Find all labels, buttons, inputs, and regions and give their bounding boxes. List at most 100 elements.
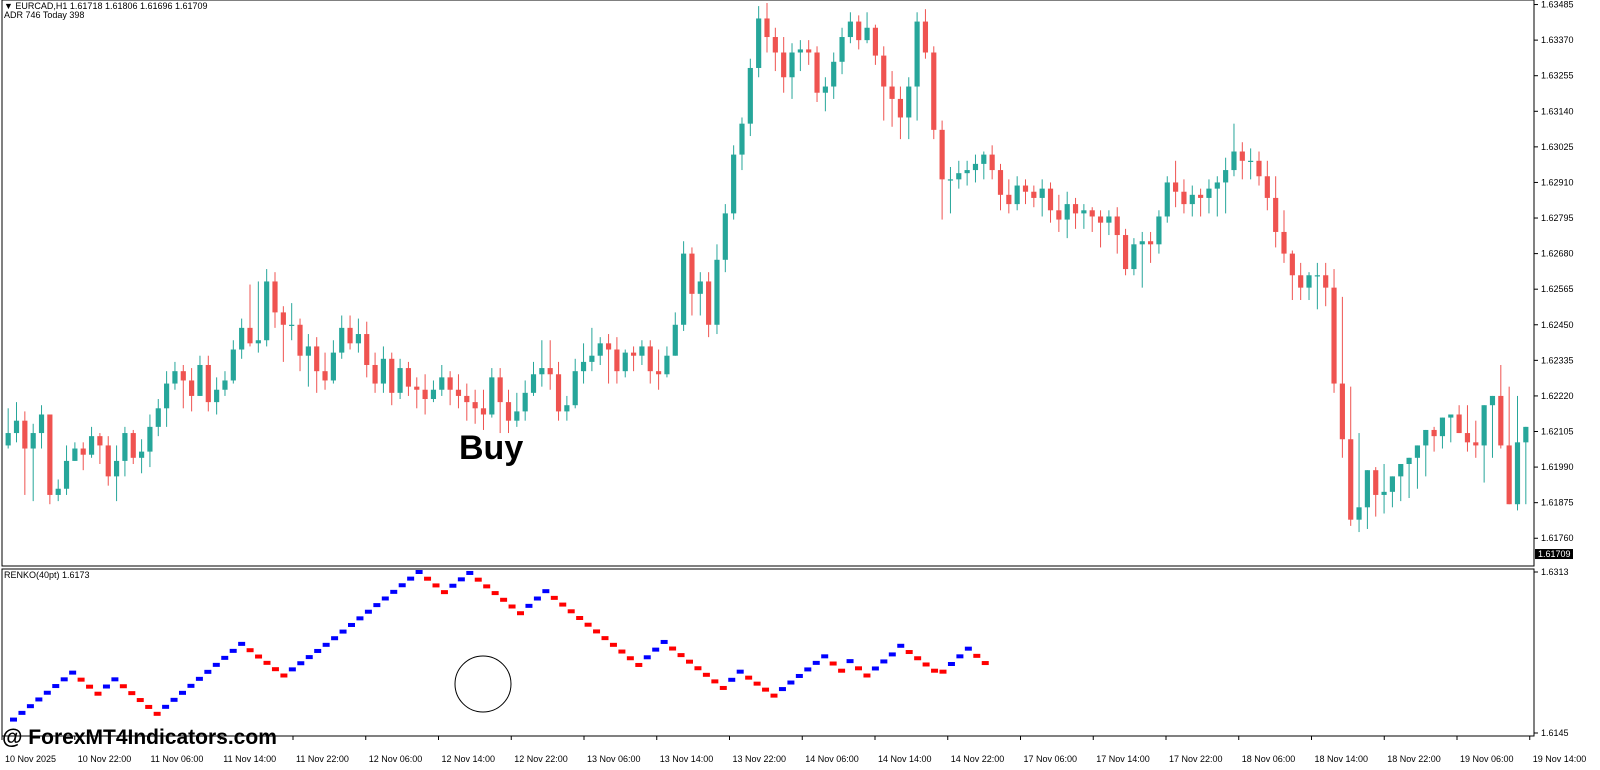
- bull-candle[interactable]: [155, 408, 161, 427]
- bull-candle[interactable]: [339, 327, 345, 353]
- renko-brick-down[interactable]: [719, 685, 727, 690]
- bull-candle[interactable]: [1523, 426, 1529, 443]
- renko-brick-down[interactable]: [905, 650, 913, 655]
- renko-brick-up[interactable]: [880, 659, 888, 664]
- renko-brick-down[interactable]: [424, 576, 432, 581]
- bull-candle[interactable]: [1389, 476, 1395, 492]
- bull-candle[interactable]: [1489, 395, 1496, 406]
- bull-candle[interactable]: [147, 426, 153, 452]
- bull-candle[interactable]: [789, 52, 795, 78]
- bear-candle[interactable]: [247, 327, 253, 344]
- renko-brick-down[interactable]: [128, 691, 136, 696]
- bull-candle[interactable]: [756, 18, 762, 68]
- bull-candle[interactable]: [1406, 457, 1412, 464]
- bull-candle[interactable]: [172, 371, 178, 384]
- bull-candle[interactable]: [38, 414, 45, 434]
- bear-candle[interactable]: [814, 52, 820, 93]
- bull-candle[interactable]: [380, 358, 387, 384]
- renko-brick-up[interactable]: [381, 596, 389, 601]
- bull-candle[interactable]: [397, 368, 403, 393]
- bull-candle[interactable]: [489, 377, 495, 415]
- renko-brick-up[interactable]: [736, 669, 744, 674]
- renko-brick-up[interactable]: [964, 646, 972, 651]
- renko-brick-up[interactable]: [449, 583, 457, 588]
- bear-candle[interactable]: [1239, 151, 1245, 161]
- bear-candle[interactable]: [781, 52, 787, 78]
- bull-candle[interactable]: [972, 163, 979, 171]
- bear-candle[interactable]: [1031, 191, 1037, 198]
- bull-candle[interactable]: [580, 361, 587, 372]
- renko-brick-up[interactable]: [43, 690, 51, 695]
- bull-candle[interactable]: [864, 27, 870, 41]
- bull-candle[interactable]: [1189, 194, 1195, 205]
- renko-brick-up[interactable]: [179, 690, 186, 695]
- renko-brick-down[interactable]: [145, 704, 153, 709]
- bull-candle[interactable]: [1081, 210, 1087, 214]
- renko-brick-up[interactable]: [542, 589, 550, 594]
- bear-candle[interactable]: [881, 55, 887, 87]
- bear-candle[interactable]: [764, 18, 770, 38]
- bear-candle[interactable]: [389, 358, 395, 393]
- renko-brick-up[interactable]: [356, 616, 364, 621]
- bull-candle[interactable]: [681, 253, 687, 325]
- bear-candle[interactable]: [806, 49, 812, 53]
- bull-candle[interactable]: [539, 368, 545, 375]
- renko-brick-down[interactable]: [153, 711, 161, 716]
- bull-candle[interactable]: [439, 377, 445, 390]
- bull-candle[interactable]: [747, 67, 753, 124]
- bear-candle[interactable]: [1298, 275, 1304, 288]
- bull-candle[interactable]: [1164, 182, 1170, 217]
- bear-candle[interactable]: [1072, 204, 1079, 214]
- bear-candle[interactable]: [1456, 414, 1462, 434]
- renko-brick-up[interactable]: [364, 609, 372, 614]
- renko-brick-down[interactable]: [669, 646, 677, 651]
- renko-brick-down[interactable]: [939, 669, 947, 674]
- bull-candle[interactable]: [330, 352, 336, 381]
- bull-candle[interactable]: [956, 173, 962, 180]
- renko-brick-up[interactable]: [525, 603, 533, 608]
- bull-candle[interactable]: [597, 343, 603, 356]
- bull-candle[interactable]: [55, 488, 61, 495]
- bull-candle[interactable]: [1306, 275, 1312, 288]
- bear-candle[interactable]: [1114, 216, 1120, 236]
- bear-candle[interactable]: [939, 129, 945, 180]
- renko-brick-up[interactable]: [162, 704, 170, 709]
- bear-candle[interactable]: [1173, 182, 1179, 192]
- renko-brick-down[interactable]: [263, 660, 271, 665]
- renko-brick-down[interactable]: [550, 595, 558, 600]
- renko-brick-down[interactable]: [922, 662, 930, 667]
- renko-brick-down[interactable]: [711, 679, 719, 684]
- renko-brick-up[interactable]: [111, 677, 119, 682]
- bull-candle[interactable]: [664, 355, 670, 375]
- bull-candle[interactable]: [589, 355, 595, 362]
- bear-candle[interactable]: [422, 389, 428, 400]
- renko-brick-up[interactable]: [322, 642, 330, 647]
- renko-brick-up[interactable]: [795, 673, 803, 678]
- bull-candle[interactable]: [522, 392, 528, 412]
- bull-candle[interactable]: [122, 433, 128, 461]
- bear-candle[interactable]: [1323, 275, 1329, 288]
- bull-candle[interactable]: [1131, 244, 1137, 270]
- renko-brick-up[interactable]: [821, 654, 829, 659]
- bear-candle[interactable]: [130, 433, 136, 458]
- bear-candle[interactable]: [1289, 253, 1295, 276]
- bear-candle[interactable]: [1089, 210, 1095, 217]
- bull-candle[interactable]: [30, 433, 36, 449]
- bear-candle[interactable]: [1056, 210, 1062, 220]
- bear-candle[interactable]: [547, 368, 553, 375]
- bull-candle[interactable]: [639, 346, 645, 356]
- renko-brick-down[interactable]: [255, 654, 263, 659]
- bear-candle[interactable]: [1264, 176, 1270, 198]
- bear-candle[interactable]: [480, 408, 487, 415]
- renko-brick-up[interactable]: [187, 683, 195, 688]
- bull-candle[interactable]: [697, 281, 703, 294]
- renko-brick-up[interactable]: [871, 666, 879, 671]
- renko-brick-down[interactable]: [440, 590, 448, 595]
- renko-brick-up[interactable]: [897, 643, 905, 648]
- bear-candle[interactable]: [922, 21, 929, 53]
- bear-candle[interactable]: [656, 371, 662, 375]
- bull-candle[interactable]: [113, 460, 120, 477]
- renko-brick-down[interactable]: [694, 666, 702, 671]
- bear-candle[interactable]: [280, 312, 286, 325]
- renko-brick-up[interactable]: [728, 677, 736, 682]
